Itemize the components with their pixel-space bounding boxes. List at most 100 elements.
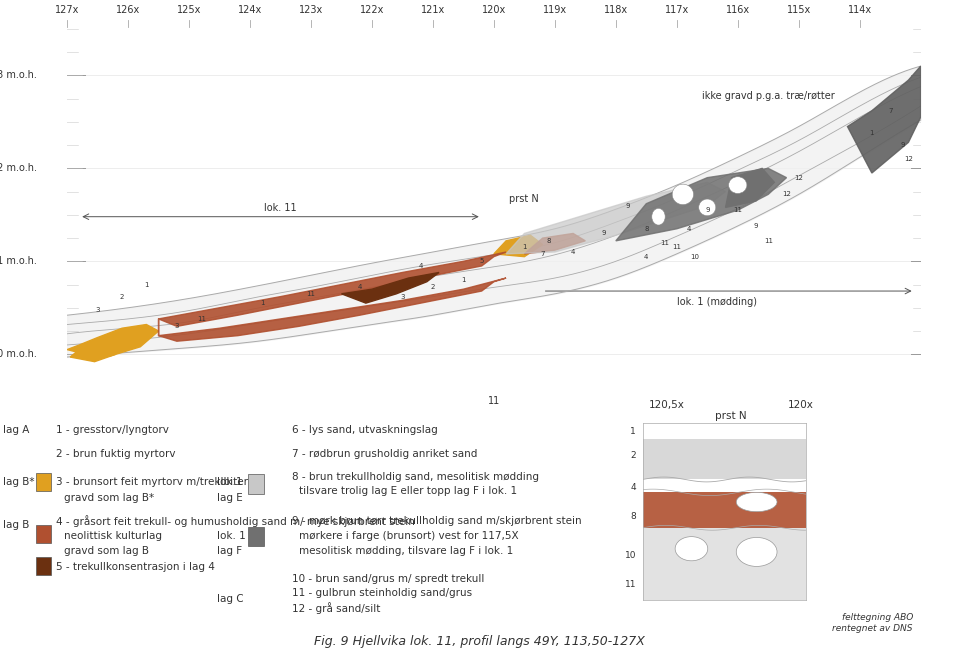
- Text: 12 - grå sand/silt: 12 - grå sand/silt: [292, 602, 380, 614]
- Text: 10: 10: [690, 254, 699, 260]
- Polygon shape: [158, 252, 506, 341]
- Text: 4: 4: [687, 226, 691, 232]
- Text: 118x: 118x: [604, 5, 628, 15]
- Text: 7: 7: [541, 251, 545, 257]
- Polygon shape: [726, 169, 774, 207]
- Text: 11: 11: [734, 207, 742, 213]
- Polygon shape: [616, 169, 786, 241]
- Text: 11: 11: [672, 245, 681, 251]
- Text: 2: 2: [120, 294, 124, 300]
- Text: 1 - gresstorv/lyngtorv: 1 - gresstorv/lyngtorv: [57, 424, 169, 435]
- Text: 126x: 126x: [116, 5, 140, 15]
- Text: lok. 1: lok. 1: [218, 531, 246, 541]
- Bar: [35, 557, 51, 575]
- Text: 1: 1: [630, 426, 636, 436]
- Text: 3: 3: [175, 323, 179, 329]
- Text: Fig. 9 Hjellvika lok. 11, profil langs 49Y, 113,50-127X: Fig. 9 Hjellvika lok. 11, profil langs 4…: [314, 635, 645, 648]
- Polygon shape: [506, 182, 726, 254]
- Text: 6 - lys sand, utvaskningslag: 6 - lys sand, utvaskningslag: [292, 424, 437, 435]
- Text: gravd som lag B: gravd som lag B: [64, 546, 149, 556]
- Text: 116x: 116x: [726, 5, 750, 15]
- Text: 1: 1: [870, 130, 874, 136]
- Text: 121x: 121x: [421, 5, 445, 15]
- Text: 114x: 114x: [848, 5, 872, 15]
- Text: prst N: prst N: [715, 411, 746, 421]
- Text: 9: 9: [626, 203, 630, 209]
- Polygon shape: [341, 272, 439, 303]
- Polygon shape: [70, 345, 116, 361]
- Text: 10 - brun sand/grus m/ spredt trekull: 10 - brun sand/grus m/ spredt trekull: [292, 573, 484, 583]
- Text: 11 - gulbrun steinholdig sand/grus: 11 - gulbrun steinholdig sand/grus: [292, 588, 472, 598]
- Text: 2: 2: [431, 284, 435, 291]
- Text: lag C: lag C: [218, 594, 244, 604]
- Text: lag B*: lag B*: [3, 477, 35, 487]
- Polygon shape: [67, 325, 158, 356]
- Ellipse shape: [652, 209, 666, 225]
- Bar: [248, 527, 265, 546]
- Polygon shape: [494, 236, 543, 256]
- Text: 10: 10: [624, 550, 636, 560]
- Text: 127x: 127x: [55, 5, 80, 15]
- Text: 13 m.o.h.: 13 m.o.h.: [0, 70, 36, 81]
- Text: lok. 1 (mødding): lok. 1 (mødding): [677, 297, 757, 306]
- Text: 11: 11: [624, 580, 636, 588]
- Text: 9: 9: [754, 223, 759, 229]
- Text: 12: 12: [904, 156, 913, 162]
- Text: 11: 11: [660, 239, 669, 246]
- Text: gravd som lag B*: gravd som lag B*: [64, 493, 154, 503]
- Text: 12: 12: [794, 174, 803, 180]
- Text: 1: 1: [144, 281, 149, 287]
- Text: 3: 3: [95, 306, 100, 313]
- Text: 4: 4: [630, 483, 636, 492]
- Text: 120x: 120x: [788, 400, 813, 410]
- Text: lok.1: lok.1: [218, 477, 243, 487]
- Text: felttegning ABO
rentegnet av DNS: felttegning ABO rentegnet av DNS: [832, 613, 913, 633]
- Text: 1: 1: [522, 245, 526, 251]
- Text: lag F: lag F: [218, 546, 243, 556]
- Text: tilsvare trolig lag E eller topp lag F i lok. 1: tilsvare trolig lag E eller topp lag F i…: [299, 487, 517, 497]
- Text: 9 - mørk brun tørr trekullholdig sand m/skjørbrent stein: 9 - mørk brun tørr trekullholdig sand m/…: [292, 516, 581, 526]
- Bar: [643, 493, 806, 528]
- Bar: [643, 528, 806, 600]
- Text: mørkere i farge (brunsort) vest for 117,5X: mørkere i farge (brunsort) vest for 117,…: [299, 531, 519, 541]
- Text: 10 m.o.h.: 10 m.o.h.: [0, 349, 36, 359]
- Ellipse shape: [672, 184, 693, 205]
- Text: lag A: lag A: [3, 424, 29, 435]
- Bar: [35, 473, 51, 491]
- Text: 12: 12: [783, 192, 791, 197]
- Text: 9: 9: [901, 142, 904, 148]
- Text: 117x: 117x: [665, 5, 689, 15]
- Text: 120,5x: 120,5x: [648, 400, 685, 410]
- Text: 8: 8: [630, 512, 636, 521]
- Text: prst N: prst N: [509, 194, 539, 203]
- Text: 11: 11: [197, 316, 206, 322]
- Text: 4: 4: [644, 254, 648, 260]
- Text: lag B: lag B: [3, 520, 29, 531]
- Text: 4: 4: [571, 249, 575, 255]
- Text: 119x: 119x: [543, 5, 567, 15]
- Text: 1: 1: [260, 300, 265, 306]
- Text: 4: 4: [418, 263, 423, 269]
- Text: 5: 5: [480, 258, 484, 264]
- Bar: [643, 440, 806, 480]
- Text: neolittisk kulturlag: neolittisk kulturlag: [64, 531, 162, 541]
- Text: 122x: 122x: [360, 5, 385, 15]
- Text: 8: 8: [547, 238, 551, 244]
- Text: mesolitisk mødding, tilsvare lag F i lok. 1: mesolitisk mødding, tilsvare lag F i lok…: [299, 546, 513, 556]
- Ellipse shape: [699, 199, 715, 216]
- Ellipse shape: [729, 176, 747, 194]
- Text: 124x: 124x: [238, 5, 262, 15]
- Text: 2 - brun fuktig myrtorv: 2 - brun fuktig myrtorv: [57, 449, 175, 459]
- Ellipse shape: [737, 493, 777, 512]
- Text: 125x: 125x: [176, 5, 201, 15]
- Text: 7 - rødbrun grusholdig anriket sand: 7 - rødbrun grusholdig anriket sand: [292, 449, 477, 459]
- Text: 11 m.o.h.: 11 m.o.h.: [0, 256, 36, 266]
- Text: 120x: 120x: [481, 5, 506, 15]
- Ellipse shape: [737, 537, 777, 566]
- Text: 2: 2: [630, 451, 636, 460]
- Text: 4 - gråsort feit trekull- og humusholdig sand m/ mye skjørbrent stein: 4 - gråsort feit trekull- og humusholdig…: [57, 515, 415, 527]
- Text: 115x: 115x: [786, 5, 811, 15]
- Text: 9: 9: [601, 230, 606, 236]
- Text: 12 m.o.h.: 12 m.o.h.: [0, 163, 36, 173]
- Ellipse shape: [675, 537, 708, 561]
